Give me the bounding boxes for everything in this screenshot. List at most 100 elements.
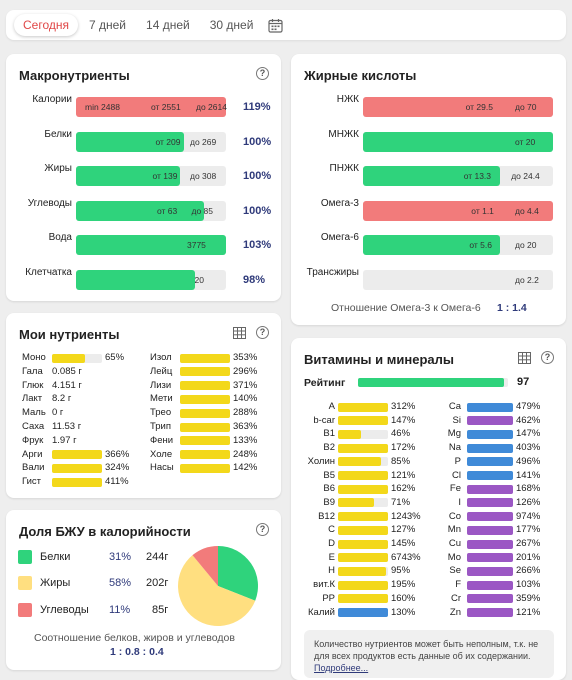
fatty-row-name: Трансжиры	[306, 266, 359, 278]
my.right-bar-fill	[180, 408, 230, 418]
my.left-bar	[52, 477, 102, 487]
pie-slice-fat	[178, 555, 256, 626]
vitamins.left-name: B1	[323, 428, 335, 440]
help-icon[interactable]: ?	[256, 523, 269, 536]
vitamins.right-bar-fill	[467, 471, 513, 480]
help-icon[interactable]: ?	[256, 326, 269, 339]
vitamins.right-name: Na	[448, 442, 461, 454]
vitamins.right-bar	[467, 580, 513, 590]
macros-row-tick: до 85	[191, 205, 214, 216]
legend-carbs-swatch	[18, 603, 32, 617]
tab-7-days[interactable]: 7 дней	[89, 18, 127, 32]
vitamins.left-bar	[338, 498, 388, 508]
vitamins.right-value: 141%	[516, 469, 541, 481]
vitamins.left-value: 95%	[391, 565, 411, 577]
vitamins.right-name: P	[454, 455, 461, 467]
macronutrients-card: Макронутриенты ? Калории min 2488 от 2551 д…	[6, 54, 281, 301]
my.right-value: 248%	[233, 448, 258, 460]
vitamins-title: Витамины и минералы	[304, 352, 454, 367]
vitamins.right-bar	[467, 553, 513, 563]
calendar-icon[interactable]	[268, 18, 283, 33]
tab-today[interactable]: Сегодня	[14, 14, 78, 36]
vitamins.right-name: Zn	[449, 606, 461, 618]
macros-row-percent: 100%	[243, 135, 272, 148]
my.right-bar-fill	[180, 381, 230, 391]
my.left-name: Гала	[22, 365, 43, 377]
vitamins.right-value: 462%	[516, 414, 541, 426]
vitamins.right-name: Se	[449, 565, 461, 577]
vitamins.left-value: 121%	[391, 469, 416, 481]
my.left-bar	[52, 463, 102, 473]
vitamins.left-bar-fill	[338, 566, 386, 576]
my.left-value: 0.085 г	[52, 365, 82, 377]
my.right-bar-fill	[180, 436, 230, 446]
table-icon[interactable]	[518, 352, 531, 364]
macros-row-bar: 3775	[76, 235, 226, 255]
macros-row-tick: 20	[194, 274, 204, 285]
my.left-value: 366%	[105, 448, 130, 460]
omega-ratio-value: 1 : 1.4	[497, 302, 527, 314]
vitamins.left-name: Холин	[307, 455, 335, 467]
vitamins.right-name: Mn	[447, 524, 461, 536]
vitamins.right-bar	[467, 429, 513, 439]
fatty-row-tick: до 4.4	[515, 205, 539, 216]
macros-row-fill	[76, 269, 195, 290]
macros-row-name: Клетчатка	[25, 266, 72, 278]
vitamins.left-value: 6743%	[391, 551, 421, 563]
macros-row-name: Вода	[48, 232, 72, 243]
help-icon[interactable]: ?	[256, 67, 269, 80]
bju-ratio-value: 1 : 0.8 : 0.4	[110, 646, 164, 658]
my.right-bar-fill	[180, 367, 230, 377]
tab-30-days[interactable]: 30 дней	[209, 18, 254, 32]
vitamins.left-name: вит.К	[313, 579, 335, 591]
table-icon[interactable]	[233, 327, 246, 339]
vitamins.right-bar-fill	[467, 566, 513, 576]
my.right-bar-fill	[180, 394, 230, 404]
vitamins.left-value: 162%	[391, 483, 416, 495]
vitamins.right-value: 168%	[516, 483, 541, 495]
incomplete-data-note: Количество нутриентов может быть неполны…	[304, 630, 554, 678]
vitamins.right-bar-fill	[467, 416, 513, 426]
legend-carbs-label: Углеводы	[40, 604, 89, 616]
my.left-value: 8.2 г	[52, 393, 72, 405]
macros-row-name: Калории	[32, 94, 72, 105]
my.left-name: Фрук	[22, 434, 44, 446]
macros-row-name: Углеводы	[27, 197, 72, 209]
my.right-bar-fill	[180, 422, 230, 432]
vitamins.left-bar	[338, 484, 388, 494]
vitamins.right-name: Cl	[452, 469, 461, 481]
macros-row-tick: до 269	[190, 136, 217, 147]
vitamins.right-name: Cr	[450, 592, 461, 604]
my.left-value: 411%	[105, 476, 129, 488]
vitamins.right-bar-fill	[467, 580, 513, 590]
legend-fat-grams: 202г	[146, 577, 169, 589]
legend-protein-swatch	[18, 550, 32, 564]
vitamins.right-bar-fill	[467, 512, 513, 522]
fatty-row-fill	[363, 235, 500, 255]
vitamins.right-value: 267%	[516, 538, 541, 549]
fatty-row-tick: до 24.4	[511, 171, 540, 181]
bju-pie-chart	[178, 546, 258, 626]
my.right-value: 296%	[233, 365, 258, 377]
help-icon[interactable]: ?	[541, 351, 554, 364]
vitamins.left-bar	[338, 429, 388, 439]
vitamins.left-name: Калий	[308, 606, 335, 618]
my.right-value: 363%	[233, 421, 258, 432]
fatty-row-bar: от 1.1 до 4.4	[363, 200, 553, 221]
vitamins.right-value: 126%	[516, 496, 541, 508]
my.left-name: Лакт	[22, 393, 43, 405]
tab-14-days[interactable]: 14 дней	[146, 18, 190, 32]
my.left-name: Маль	[22, 407, 46, 419]
my.left-value: 324%	[105, 462, 130, 474]
macros-row-tick: от 2551	[151, 102, 181, 112]
more-link[interactable]: Подробнее...	[314, 663, 369, 673]
vitamins.right-value: 177%	[516, 524, 541, 536]
my.right-bar-fill	[180, 463, 230, 473]
vitamins.right-bar	[467, 402, 513, 412]
my.right-name: Холе	[150, 448, 173, 460]
fatty-row-tick: до 2.2	[515, 274, 539, 285]
macros-row-tick: от 209	[155, 136, 181, 147]
macros-row-fill	[76, 131, 184, 152]
fatty-row-tick: до 20	[515, 240, 537, 250]
macros-row-tick: от 139	[152, 171, 178, 181]
